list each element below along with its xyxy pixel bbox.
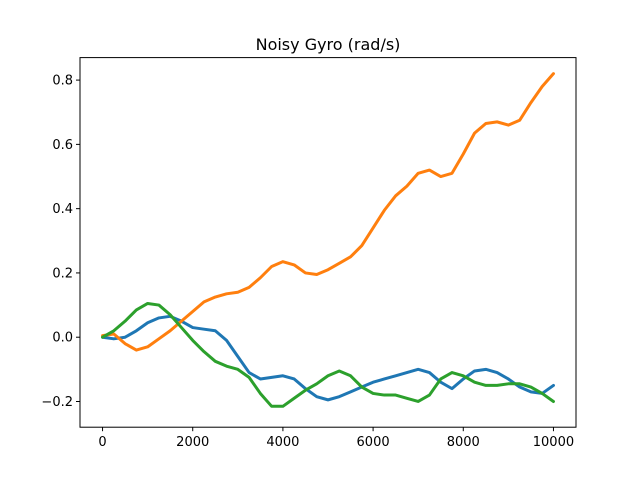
y-tick-label: 0.4 xyxy=(52,202,73,217)
series-line-1 xyxy=(101,314,555,402)
chart-title: Noisy Gyro (rad/s) xyxy=(256,35,401,54)
series-layer xyxy=(101,72,555,408)
y-tick-label: 0.6 xyxy=(52,138,73,153)
x-axis-ticks: 0 2000 4000 6000 8000 10000 xyxy=(98,427,574,450)
series-line-2 xyxy=(101,72,555,352)
y-tick-label: −0.2 xyxy=(41,395,73,410)
x-tick-label: 4000 xyxy=(266,435,299,450)
x-tick-label: 6000 xyxy=(357,435,390,450)
y-tick-label: 0.8 xyxy=(52,74,73,89)
y-axis-ticks: −0.2 0.0 0.2 0.4 0.6 0.8 xyxy=(41,74,80,410)
y-tick-label: 0.2 xyxy=(52,266,73,281)
axes-frame xyxy=(79,57,577,428)
y-tick-label: 0.0 xyxy=(52,331,73,346)
series-line-3 xyxy=(101,301,555,408)
x-tick-label: 0 xyxy=(98,435,106,450)
x-tick-label: 10000 xyxy=(533,435,574,450)
x-tick-label: 2000 xyxy=(176,435,209,450)
x-tick-label: 8000 xyxy=(447,435,480,450)
